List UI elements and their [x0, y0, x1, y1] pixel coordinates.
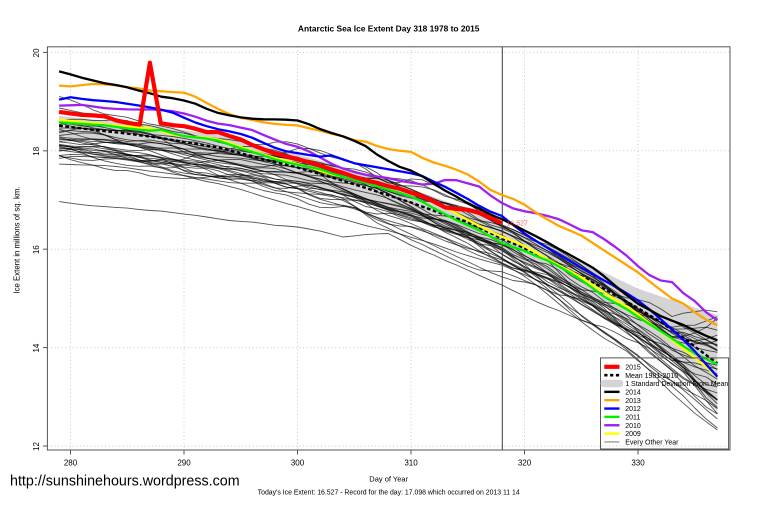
svg-text:18: 18: [32, 146, 41, 155]
svg-text:16: 16: [32, 245, 41, 254]
svg-text:2014: 2014: [625, 389, 641, 396]
svg-text:12: 12: [32, 442, 41, 451]
svg-text:320: 320: [518, 459, 532, 468]
svg-text:Day of Year: Day of Year: [369, 475, 408, 484]
svg-text:16.527: 16.527: [507, 221, 529, 228]
svg-text:1 Standard Deviation From Mean: 1 Standard Deviation From Mean: [625, 381, 728, 388]
svg-text:http://sunshinehours.wordpress: http://sunshinehours.wordpress.com: [10, 474, 240, 490]
svg-text:Ice Extent in millions of sq.: Ice Extent in millions of sq. km.: [13, 186, 22, 293]
svg-text:Mean 1981-2010: Mean 1981-2010: [625, 373, 678, 380]
svg-text:330: 330: [631, 459, 645, 468]
svg-text:Antarctic Sea Ice Extent Day 3: Antarctic Sea Ice Extent Day 318 1978 to…: [298, 24, 480, 34]
svg-text:290: 290: [177, 459, 191, 468]
svg-text:2013: 2013: [625, 398, 641, 405]
svg-text:2010: 2010: [625, 423, 641, 430]
svg-text:2015: 2015: [625, 364, 641, 371]
svg-text:280: 280: [64, 459, 78, 468]
svg-text:Today's Ice Extent: 16.527 -: Today's Ice Extent: 16.527 - Record for …: [258, 490, 520, 497]
svg-text:2011: 2011: [625, 415, 640, 422]
svg-text:300: 300: [291, 459, 305, 468]
svg-text:20: 20: [32, 48, 41, 57]
svg-text:Every Other Year: Every Other Year: [625, 440, 679, 447]
svg-text:14: 14: [32, 343, 41, 352]
svg-text:310: 310: [404, 459, 418, 468]
svg-text:2012: 2012: [625, 406, 641, 413]
svg-text:2009: 2009: [625, 431, 641, 438]
